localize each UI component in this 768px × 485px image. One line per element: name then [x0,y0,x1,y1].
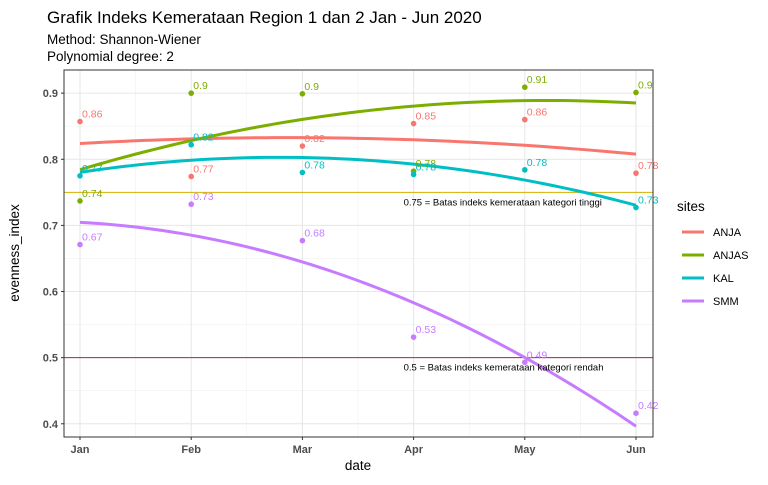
point-kal [299,169,306,176]
point-anja [299,143,306,149]
x-tick-label: Jan [71,444,90,456]
data-label-anja: 0.85 [416,111,437,123]
data-label-anja: 0.82 [304,133,325,145]
chart-title: Grafik Indeks Kemerataan Region 1 dan 2 … [47,8,482,27]
y-axis: 0.4 0.5 0.6 0.7 0.8 0.9 [43,88,64,431]
y-tick-label: 0.5 [43,353,58,365]
data-label-kal: 0.78 [304,159,325,171]
point-smm [299,237,306,244]
y-tick-label: 0.6 [43,287,58,299]
y-tick-label: 0.8 [43,154,58,166]
data-label-anja: 0.77 [193,163,214,175]
point-smm [410,334,417,340]
point-kal [633,204,639,211]
x-axis: Jan Feb Mar Apr May Jun [71,437,646,456]
plot-border [63,69,654,438]
data-label-anjas: 0.9 [304,81,319,93]
legend-label-kal: KAL [713,273,734,285]
y-tick-label: 0.4 [43,419,59,431]
data-label-kal: 0.78 [527,157,548,169]
reference-line-label: 0.5 = Batas indeks kemerataan kategori r… [404,363,604,374]
x-axis-title: date [345,458,371,473]
y-tick-label: 0.9 [43,88,58,100]
point-kal [410,171,417,178]
data-label-anjas: 0.91 [527,74,548,86]
point-anjas [188,90,194,96]
reference-line-label: 0.75 = Batas indeks kemerataan kategori … [404,197,602,208]
data-label-anjas: 0.9 [638,79,653,91]
fit-curves [79,98,637,428]
reference-lines [64,191,653,359]
x-tick-label: Jun [626,444,646,456]
point-kal [522,167,528,173]
data-label-kal: 0.77 [82,163,103,175]
legend: sites ANJA ANJAS KAL SMM [677,199,748,308]
point-smm [522,359,528,366]
y-tick-label: 0.7 [43,220,58,232]
point-kal [188,141,194,148]
point-anjas [633,89,639,96]
legend-title: sites [677,199,705,214]
point-anjas [522,84,528,90]
point-anja [188,173,194,180]
data-label-smm: 0.73 [193,191,214,203]
point-anja [633,170,639,176]
data-label-kal: 0.82 [193,132,214,144]
point-anja [410,120,417,127]
legend-label-smm: SMM [713,296,739,308]
data-label-anja: 0.86 [82,109,103,121]
legend-label-anjas: ANJAS [713,250,748,262]
point-anjas [299,91,306,97]
data-label-anjas: 0.74 [82,188,103,200]
data-labels: 0.86 0.77 0.82 0.85 0.86 0.78 0.74 0.9 0.9 0.78 0.… [82,74,659,412]
data-label-smm: 0.67 [82,232,103,244]
data-label-smm: 0.68 [304,228,325,240]
data-label-smm: 0.49 [527,349,548,361]
fit-curve-kal [79,155,637,207]
grid-minor [64,70,653,437]
x-tick-label: May [514,444,536,456]
data-label-anjas: 0.78 [416,158,437,170]
point-kal [77,173,83,179]
reference-labels: 0.75 = Batas indeks kemerataan kategori … [404,197,604,373]
x-tick-label: Mar [293,444,313,456]
chart-subtitle-degree: Polynomial degree: 2 [47,49,174,64]
chart-subtitle-method: Method: Shannon-Wiener [47,32,201,47]
fit-curve-anja [79,136,637,156]
legend-items: ANJA ANJAS KAL SMM [682,227,748,308]
data-label-smm: 0.53 [416,324,437,336]
fit-curve-anjas [79,98,637,172]
grid-major [64,70,653,437]
data-label-smm: 0.42 [638,400,659,412]
data-label-kal: 0.73 [638,195,659,207]
legend-label-anja: ANJA [713,227,742,239]
fit-curve-smm [79,220,637,428]
data-label-anja: 0.86 [527,107,548,119]
data-label-anjas: 0.9 [193,80,208,92]
point-anjas [77,198,83,204]
y-axis-title: evenness_index [7,204,22,302]
x-tick-label: Feb [181,444,201,456]
data-points [77,84,639,416]
data-label-kal: 0.78 [416,161,437,173]
point-smm [188,201,194,208]
point-smm [633,410,639,416]
x-tick-label: Apr [404,444,424,456]
data-label-anja: 0.78 [638,160,659,172]
point-anja [77,118,83,125]
point-smm [77,241,83,248]
point-anja [522,116,528,123]
